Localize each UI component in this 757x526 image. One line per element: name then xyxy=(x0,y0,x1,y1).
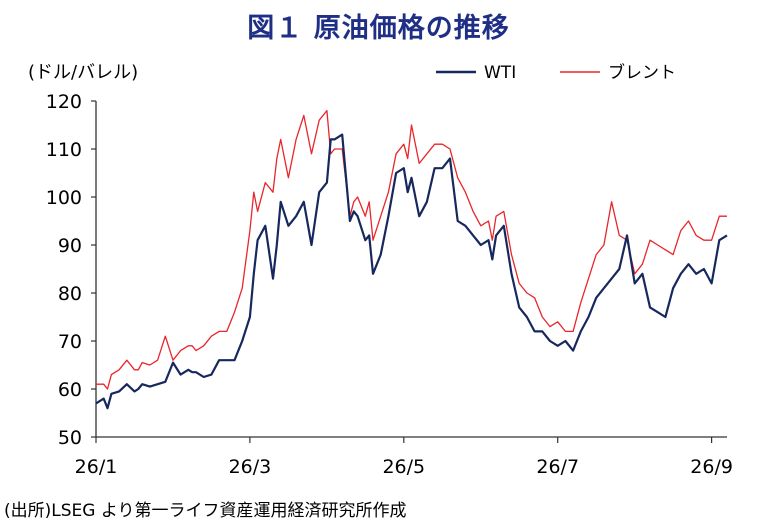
x-tick-label: 26/3 xyxy=(229,456,272,478)
y-tick-label: 100 xyxy=(46,187,82,209)
y-tick-label: 60 xyxy=(58,379,82,401)
series-line-brent xyxy=(96,109,727,390)
series-line-wti xyxy=(95,133,728,410)
axes xyxy=(91,100,727,443)
y-tick-label: 120 xyxy=(46,91,82,113)
legend-label: WTI xyxy=(484,63,516,83)
y-tick-label: 80 xyxy=(58,283,82,305)
x-tick-label: 26/7 xyxy=(536,456,579,478)
y-tick-label: 110 xyxy=(46,139,82,161)
x-tick-labels: 26/1 26/3 26/5 26/7 26/9 xyxy=(75,456,733,478)
chart-title: 図１ 原油価格の推移 xyxy=(247,13,510,44)
x-tick-label: 26/9 xyxy=(690,456,733,478)
y-tick-label: 70 xyxy=(58,331,82,353)
x-tick-label: 26/1 xyxy=(75,456,118,478)
x-tick-label: 26/5 xyxy=(382,456,425,478)
series-lines xyxy=(95,109,728,410)
y-axis-unit-label: (ドル/バレル) xyxy=(28,62,139,83)
y-tick-labels: 50 60 70 80 90 100 110 120 xyxy=(46,91,82,449)
source-note: (出所)LSEG より第一ライフ資産運用経済研究所作成 xyxy=(4,501,407,521)
legend: WTI ブレント xyxy=(436,62,676,83)
y-tick-label: 50 xyxy=(58,427,82,449)
legend-label: ブレント xyxy=(608,62,676,83)
y-tick-label: 90 xyxy=(58,235,82,257)
